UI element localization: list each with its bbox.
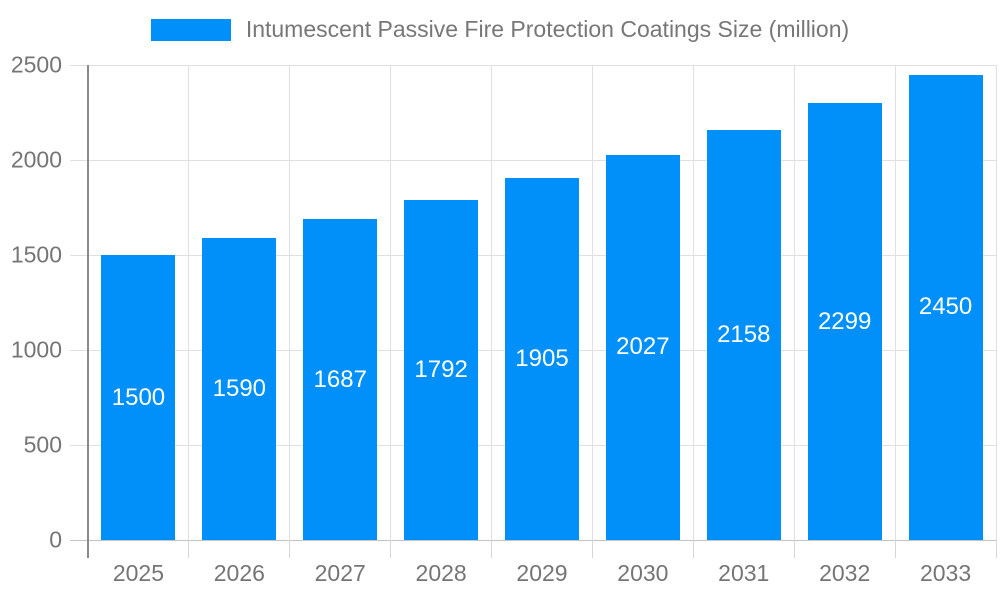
x-gridline (491, 65, 493, 540)
x-axis-tick (894, 540, 896, 558)
legend-swatch-icon (150, 18, 231, 41)
x-gridline (793, 65, 795, 540)
x-axis-tick (390, 540, 392, 558)
bar-value-label: 2158 (717, 320, 771, 348)
x-gridline (390, 65, 392, 540)
x-axis-tick (591, 540, 593, 558)
bar-2029[interactable] (505, 178, 579, 540)
x-axis-tick-label: 2025 (112, 560, 165, 586)
x-axis-tick-label: 2028 (415, 560, 467, 586)
x-axis-tick (188, 540, 190, 558)
y-axis-tick-label: 500 (23, 431, 62, 458)
chart-legend[interactable]: Intumescent Passive Fire Protection Coat… (0, 16, 1000, 43)
x-gridline (591, 65, 593, 540)
x-gridline (894, 65, 896, 540)
bar-value-label: 1687 (313, 365, 367, 393)
y-gridline (70, 64, 996, 66)
x-axis-tick (491, 540, 493, 558)
bar-2031[interactable] (706, 129, 781, 540)
legend-label: Intumescent Passive Fire Protection Coat… (245, 16, 850, 42)
x-axis-tick-label: 2026 (213, 560, 265, 586)
y-axis-tick-label: 1500 (10, 241, 62, 268)
x-axis-tick-label: 2030 (617, 560, 669, 586)
bar-2026[interactable] (202, 237, 277, 540)
bar-value-label: 2299 (817, 307, 872, 335)
y-axis-tick-label: 1000 (10, 336, 62, 363)
bar-value-label: 1590 (212, 374, 267, 402)
x-axis-tick-label: 2031 (718, 560, 770, 586)
bar-value-label: 2027 (616, 333, 670, 361)
y-axis-line (87, 65, 89, 558)
bar-2030[interactable] (605, 154, 680, 540)
bar-2025[interactable] (101, 255, 176, 540)
x-axis-tick-label: 2032 (819, 560, 871, 586)
y-axis-tick-label: 2000 (10, 146, 62, 173)
x-gridline (692, 65, 694, 540)
bar-value-label: 1792 (414, 355, 468, 383)
bar-2028[interactable] (404, 199, 479, 540)
x-gridline (995, 65, 997, 540)
y-axis-tick-label: 2500 (10, 51, 62, 78)
y-axis-tick-label: 0 (49, 526, 62, 553)
x-axis-tick-label: 2027 (314, 560, 366, 586)
x-axis-tick (692, 540, 694, 558)
x-axis-tick (793, 540, 795, 558)
y-gridline (70, 159, 996, 161)
x-axis-tick-label: 2029 (516, 560, 568, 586)
x-gridline (188, 65, 190, 540)
bar-value-label: 2450 (918, 293, 973, 321)
x-axis-tick (289, 540, 291, 558)
bar-2033[interactable] (908, 74, 983, 540)
x-axis-tick (995, 540, 997, 558)
x-gridline (289, 65, 291, 540)
bar-2027[interactable] (303, 219, 378, 540)
y-gridline (70, 539, 996, 541)
bar-value-label: 1905 (515, 345, 569, 373)
bar-value-label: 1500 (111, 383, 166, 411)
bar-2032[interactable] (807, 103, 882, 540)
x-axis-tick-label: 2033 (919, 560, 972, 586)
